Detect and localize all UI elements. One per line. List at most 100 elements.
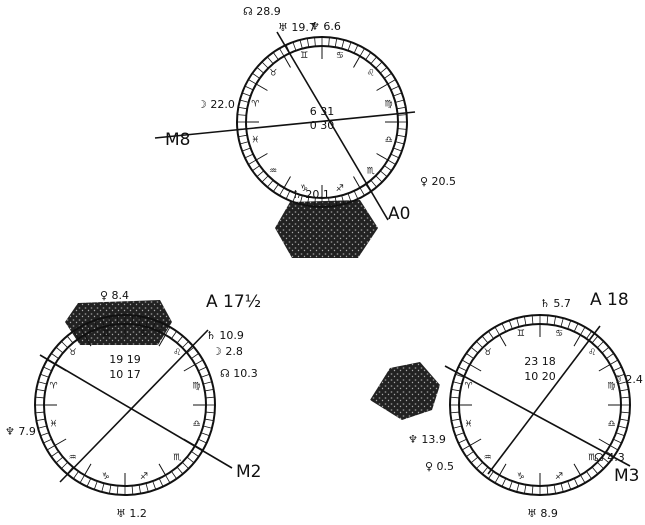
degree-tick	[517, 483, 519, 492]
planet-label: ☊ 10.3	[220, 367, 258, 380]
sign-divider	[284, 177, 291, 188]
degree-tick	[61, 341, 67, 347]
degree-tick	[300, 40, 302, 49]
zodiac-sign: ♉	[484, 348, 492, 358]
sign-divider	[500, 464, 507, 475]
degree-tick	[610, 446, 618, 451]
degree-tick	[191, 451, 198, 456]
planet-label: ☽ 22.0	[197, 98, 235, 111]
degree-tick	[40, 374, 48, 377]
planet-label: ☊ 28.9	[243, 5, 281, 18]
degree-tick	[462, 360, 470, 365]
degree-tick	[43, 439, 51, 443]
degree-tick	[159, 478, 163, 486]
degree-tick	[613, 367, 621, 371]
degree-tick	[38, 426, 47, 428]
sign-divider	[470, 365, 481, 372]
degree-tick	[109, 485, 111, 494]
degree-tick	[376, 176, 382, 182]
sign-divider	[256, 84, 267, 91]
degree-tick	[547, 315, 548, 324]
degree-tick	[286, 191, 290, 199]
degree-tick	[67, 336, 73, 343]
zodiac-sign: ♋	[140, 329, 148, 339]
degree-tick	[568, 320, 571, 328]
degree-tick	[561, 318, 563, 327]
degree-tick	[43, 367, 51, 371]
degree-tick	[610, 360, 618, 365]
degree-tick	[245, 86, 253, 90]
zodiac-sign: ♐	[140, 472, 148, 482]
degree-tick	[252, 166, 259, 171]
degree-tick	[280, 188, 285, 196]
degree-tick	[139, 485, 141, 494]
a-line	[488, 326, 600, 474]
degree-tick	[397, 107, 406, 109]
degree-tick	[586, 471, 591, 478]
degree-tick	[471, 347, 478, 353]
degree-tick	[495, 475, 500, 483]
degree-tick	[35, 412, 44, 413]
degree-tick	[273, 184, 278, 191]
degree-tick	[61, 462, 67, 468]
degree-tick	[153, 481, 156, 489]
zodiac-sign: ♒	[269, 166, 277, 176]
degree-tick	[388, 160, 396, 165]
planet-label: ♄ 20.1	[292, 188, 330, 201]
degree-tick	[462, 446, 470, 451]
degree-tick	[198, 367, 206, 371]
axis-label: M3	[614, 466, 639, 486]
degree-tick	[203, 426, 212, 428]
degree-tick	[177, 467, 183, 474]
zodiac-sign: ♎	[607, 420, 615, 430]
axis-label: M8	[165, 130, 190, 150]
center-number: 6 31	[310, 105, 335, 118]
sign-divider	[599, 365, 610, 372]
degree-tick	[267, 57, 273, 64]
degree-tick	[395, 142, 404, 144]
degree-tick	[315, 37, 316, 46]
sign-divider	[159, 464, 166, 475]
planet-label: ♅ 8.9	[527, 507, 558, 520]
degree-tick	[450, 397, 459, 398]
degree-tick	[502, 323, 506, 331]
zodiac-sign: ♈	[464, 381, 473, 391]
planet-label: ♀ 0.5	[425, 460, 454, 473]
sign-divider	[55, 439, 66, 446]
zodiac-sign: ♎	[385, 135, 393, 145]
degree-tick	[455, 433, 463, 436]
degree-tick	[171, 331, 176, 338]
zodiac-sign: ♏	[367, 166, 375, 176]
degree-tick	[198, 439, 206, 443]
degree-tick	[398, 129, 407, 130]
degree-tick	[380, 67, 387, 73]
zodiac-sign: ♑	[517, 472, 525, 482]
degree-tick	[240, 142, 249, 144]
degree-tick	[177, 336, 183, 343]
degree-tick	[40, 433, 48, 436]
degree-tick	[47, 446, 55, 451]
degree-tick	[273, 52, 278, 59]
degree-tick	[257, 67, 264, 73]
degree-tick	[117, 486, 118, 495]
zodiac-sign: ♊	[102, 329, 110, 339]
planet-label: ♄ 5.7	[540, 297, 571, 310]
degree-tick	[466, 353, 473, 358]
planet-label: ♅ 1.2	[116, 507, 147, 520]
sign-divider	[574, 335, 581, 346]
degree-tick	[242, 148, 250, 151]
degree-tick	[395, 100, 404, 102]
degree-tick	[397, 135, 406, 137]
degree-tick	[35, 397, 44, 398]
degree-tick	[384, 166, 391, 171]
degree-tick	[171, 471, 176, 478]
blob	[65, 300, 172, 345]
zodiac-sign: ♌	[173, 348, 181, 358]
degree-tick	[342, 40, 344, 49]
zodiac-sign: ♑	[102, 472, 110, 482]
degree-tick	[132, 486, 133, 495]
degree-tick	[597, 341, 603, 347]
degree-tick	[561, 483, 563, 492]
planet-label: ♀ 8.4	[100, 289, 129, 302]
sign-divider	[256, 154, 267, 161]
